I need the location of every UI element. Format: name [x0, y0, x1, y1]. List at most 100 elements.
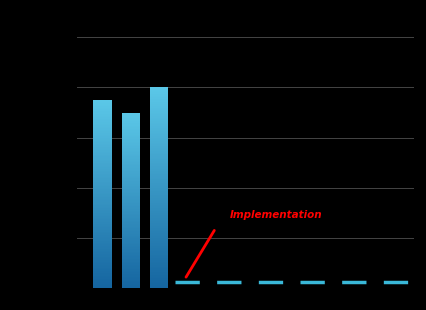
- Bar: [150, 215, 168, 216]
- Bar: [121, 282, 140, 284]
- Bar: [93, 211, 111, 213]
- Bar: [93, 230, 111, 232]
- Bar: [93, 180, 111, 182]
- Bar: [121, 155, 140, 157]
- Bar: [150, 211, 168, 213]
- Bar: [93, 148, 111, 150]
- Bar: [121, 158, 140, 159]
- Bar: [121, 177, 140, 179]
- Bar: [121, 272, 140, 274]
- Bar: [150, 179, 168, 181]
- Bar: [121, 216, 140, 218]
- Bar: [121, 212, 140, 214]
- Bar: [93, 210, 111, 211]
- Bar: [93, 252, 111, 254]
- Bar: [150, 122, 168, 124]
- Bar: [121, 231, 140, 232]
- Bar: [150, 161, 168, 163]
- Bar: [93, 241, 111, 243]
- Bar: [121, 123, 140, 124]
- Bar: [93, 201, 111, 202]
- Bar: [121, 206, 140, 208]
- Bar: [93, 268, 111, 269]
- Bar: [121, 275, 140, 277]
- Bar: [121, 131, 140, 133]
- Bar: [93, 136, 111, 138]
- Bar: [93, 167, 111, 169]
- Bar: [150, 128, 168, 129]
- Bar: [121, 192, 140, 193]
- Bar: [150, 285, 168, 287]
- Bar: [150, 146, 168, 148]
- Bar: [150, 201, 168, 203]
- Bar: [121, 240, 140, 241]
- Bar: [150, 183, 168, 184]
- Bar: [150, 133, 168, 134]
- Bar: [93, 257, 111, 259]
- Bar: [93, 208, 111, 210]
- Bar: [93, 183, 111, 185]
- Bar: [150, 116, 168, 117]
- Bar: [150, 213, 168, 215]
- Bar: [121, 171, 140, 173]
- Bar: [150, 263, 168, 265]
- Bar: [121, 199, 140, 201]
- Bar: [150, 258, 168, 260]
- Bar: [121, 208, 140, 209]
- Bar: [93, 185, 111, 186]
- Bar: [121, 140, 140, 142]
- Bar: [121, 287, 140, 288]
- Bar: [150, 166, 168, 168]
- Bar: [150, 275, 168, 277]
- Bar: [93, 279, 111, 281]
- Bar: [150, 260, 168, 262]
- Bar: [150, 278, 168, 280]
- Bar: [150, 273, 168, 275]
- Bar: [121, 137, 140, 139]
- Bar: [150, 277, 168, 278]
- Bar: [93, 237, 111, 238]
- Bar: [150, 164, 168, 166]
- Bar: [93, 213, 111, 215]
- Bar: [121, 274, 140, 275]
- Bar: [93, 276, 111, 277]
- Bar: [150, 149, 168, 151]
- Bar: [93, 186, 111, 188]
- Bar: [121, 260, 140, 262]
- Bar: [150, 148, 168, 149]
- Bar: [93, 199, 111, 201]
- Bar: [121, 129, 140, 130]
- Bar: [150, 151, 168, 153]
- Bar: [121, 121, 140, 123]
- Bar: [93, 114, 111, 116]
- Bar: [93, 266, 111, 268]
- Bar: [150, 241, 168, 243]
- Bar: [93, 255, 111, 257]
- Bar: [121, 168, 140, 170]
- Bar: [93, 117, 111, 119]
- Bar: [93, 100, 111, 102]
- Bar: [121, 143, 140, 145]
- Bar: [93, 249, 111, 250]
- Bar: [93, 123, 111, 125]
- Text: Implementation: Implementation: [229, 210, 322, 220]
- Bar: [150, 237, 168, 238]
- Bar: [121, 232, 140, 234]
- Bar: [121, 173, 140, 174]
- Bar: [150, 129, 168, 131]
- Bar: [93, 130, 111, 131]
- Bar: [150, 175, 168, 176]
- Bar: [150, 188, 168, 189]
- Bar: [121, 184, 140, 186]
- Bar: [150, 193, 168, 195]
- Bar: [150, 184, 168, 186]
- Bar: [93, 166, 111, 167]
- Bar: [121, 247, 140, 249]
- Bar: [93, 193, 111, 194]
- Bar: [150, 226, 168, 228]
- Bar: [121, 153, 140, 155]
- Bar: [93, 120, 111, 122]
- Bar: [150, 216, 168, 218]
- Bar: [150, 248, 168, 250]
- Bar: [150, 141, 168, 143]
